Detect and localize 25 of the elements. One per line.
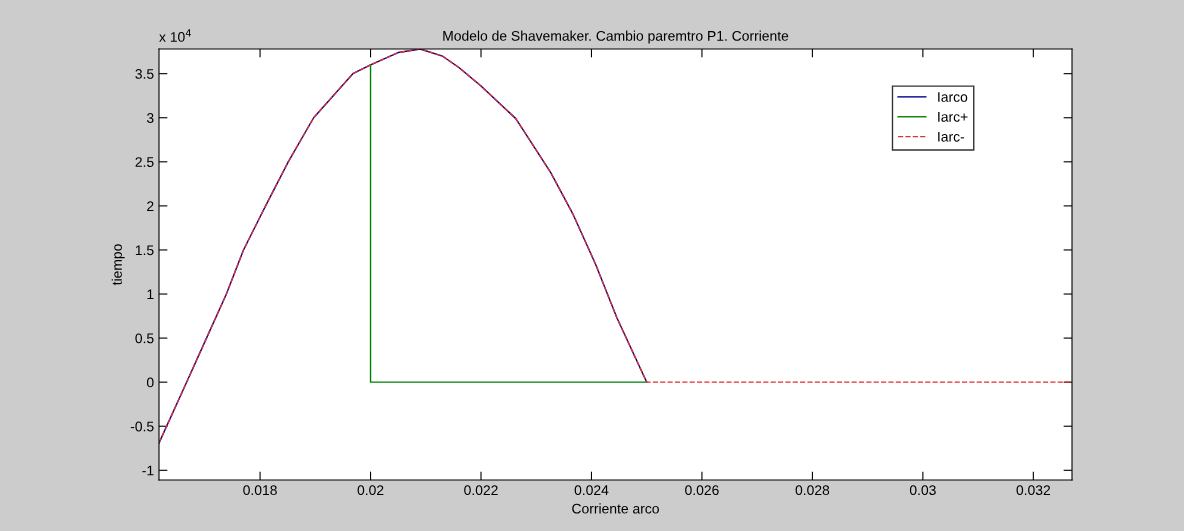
y-tick-label: 0 (146, 377, 154, 388)
x-tick-label: 0.018 (243, 485, 277, 496)
x-tick-label: 0.022 (464, 485, 498, 496)
legend-label: Iarc- (938, 131, 965, 142)
x-tick-label: 0.024 (574, 485, 609, 496)
y-axis-title: tiempo (111, 244, 125, 286)
x-tick-label: 0.032 (1016, 485, 1051, 496)
y-tick-label: 2 (147, 201, 154, 211)
y-tick-label: -1 (142, 465, 154, 476)
chart-title: Modelo de Shavemaker. Cambio paremtro P1. Corriente (443, 30, 789, 44)
legend-label: Iarc+ (938, 112, 968, 122)
y-tick-label: 3 (146, 113, 154, 123)
legend-label: Iarco (938, 92, 968, 102)
x-tick-label: 0.02 (357, 485, 384, 496)
y-tick-label: 1.5 (135, 245, 154, 256)
y-tick-label: 2.5 (135, 157, 154, 167)
x-tick-label: 0.026 (685, 485, 719, 496)
y-tick-label: 0.5 (135, 333, 154, 344)
x-tick-label: 0.028 (795, 485, 830, 496)
y-tick-label: 1 (147, 289, 154, 300)
x-axis-title: Corriente arco (572, 503, 659, 514)
text: x 10$^{4}$ (159, 29, 192, 42)
y-tick-label: -0.5 (130, 421, 154, 432)
y-tick-label: 3.5 (135, 69, 154, 79)
x-tick-label: 0.03 (909, 485, 936, 496)
